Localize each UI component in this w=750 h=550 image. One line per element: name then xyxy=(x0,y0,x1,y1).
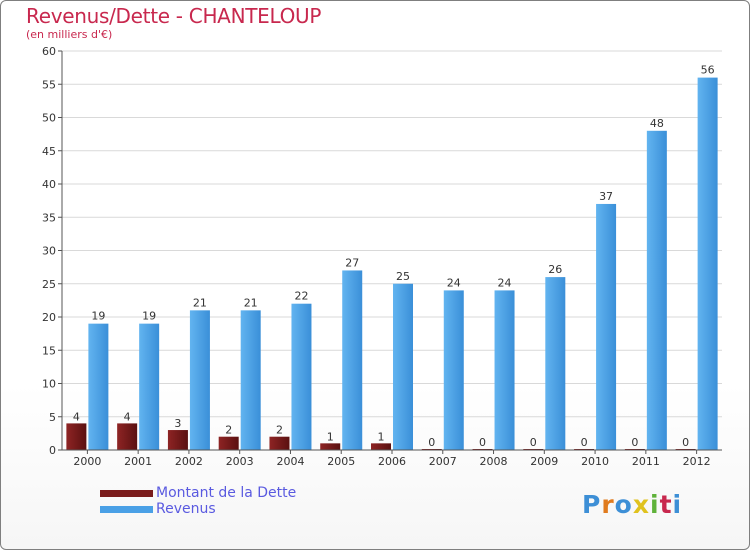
x-tick-label: 2012 xyxy=(683,455,711,468)
data-label-dette: 3 xyxy=(174,417,181,430)
data-label-dette: 0 xyxy=(530,436,537,449)
data-label-dette: 0 xyxy=(581,436,588,449)
bar-revenus xyxy=(240,310,261,450)
y-tick-label: 40 xyxy=(42,178,56,191)
x-tick-label: 2003 xyxy=(226,455,254,468)
data-label-revenus: 19 xyxy=(91,310,105,323)
data-label-revenus: 48 xyxy=(650,117,664,130)
x-tick-label: 2005 xyxy=(327,455,355,468)
bar-revenus xyxy=(545,277,566,450)
data-label-dette: 4 xyxy=(124,410,131,423)
logo-letter: t xyxy=(659,490,673,519)
data-label-dette: 0 xyxy=(631,436,638,449)
data-label-revenus: 22 xyxy=(294,290,308,303)
data-label-revenus: 19 xyxy=(142,310,156,323)
logo-letter: r xyxy=(601,490,615,519)
x-tick-label: 2008 xyxy=(480,455,508,468)
data-label-dette: 1 xyxy=(327,430,334,443)
logo-letter: P xyxy=(582,490,602,519)
y-tick-label: 60 xyxy=(42,45,56,58)
data-label-dette: 0 xyxy=(682,436,689,449)
logo-letter: o xyxy=(614,490,633,519)
legend-swatch-dette xyxy=(100,490,153,497)
data-label-revenus: 37 xyxy=(599,190,613,203)
bar-revenus xyxy=(697,77,718,450)
y-tick-label: 50 xyxy=(42,112,56,125)
bar-dette xyxy=(320,443,341,450)
y-tick-label: 0 xyxy=(49,444,56,457)
legend-label-dette: Montant de la Dette xyxy=(156,485,297,501)
data-label-revenus: 27 xyxy=(345,256,359,269)
data-label-revenus: 24 xyxy=(498,276,512,289)
bar-revenus xyxy=(189,310,210,450)
y-tick-label: 25 xyxy=(42,278,56,291)
x-tick-label: 2000 xyxy=(73,455,101,468)
data-label-dette: 4 xyxy=(73,410,80,423)
data-label-revenus: 26 xyxy=(548,263,562,276)
bar-revenus xyxy=(88,323,109,450)
x-tick-label: 2001 xyxy=(124,455,152,468)
y-tick-label: 45 xyxy=(42,145,56,158)
logo-letter: i xyxy=(672,490,683,519)
proxiti-logo: Proxiti xyxy=(582,490,682,519)
bar-revenus xyxy=(342,270,363,450)
bar-dette xyxy=(269,436,290,450)
y-tick-label: 30 xyxy=(42,245,56,258)
data-label-revenus: 21 xyxy=(244,296,258,309)
bar-revenus xyxy=(443,290,464,450)
data-label-dette: 1 xyxy=(378,430,385,443)
bar-dette xyxy=(66,423,87,450)
bar-dette xyxy=(218,436,239,450)
bar-revenus xyxy=(646,130,667,451)
y-tick-label: 5 xyxy=(49,411,56,424)
y-tick-label: 55 xyxy=(42,78,56,91)
x-tick-label: 2006 xyxy=(378,455,406,468)
x-tick-label: 2010 xyxy=(581,455,609,468)
bar-revenus xyxy=(494,290,515,450)
bar-dette xyxy=(371,443,391,450)
y-tick-label: 35 xyxy=(42,211,56,224)
bar-dette xyxy=(117,423,138,450)
x-tick-label: 2004 xyxy=(276,455,304,468)
y-tick-label: 10 xyxy=(42,378,56,391)
bar-dette xyxy=(167,430,188,450)
data-label-dette: 2 xyxy=(276,424,283,437)
logo-letter: i xyxy=(650,490,660,519)
y-tick-label: 15 xyxy=(42,344,56,357)
data-label-revenus: 24 xyxy=(447,276,461,289)
bar-revenus xyxy=(393,283,413,450)
data-label-dette: 2 xyxy=(225,424,232,437)
data-label-revenus: 56 xyxy=(701,64,715,77)
x-tick-label: 2002 xyxy=(175,455,203,468)
legend-label-revenus: Revenus xyxy=(156,501,216,517)
chart-title: Revenus/Dette - CHANTELOUP xyxy=(26,4,322,28)
bar-revenus xyxy=(139,323,160,450)
data-label-dette: 0 xyxy=(479,436,486,449)
x-tick-label: 2009 xyxy=(530,455,558,468)
bar-revenus xyxy=(596,203,617,450)
data-label-revenus: 21 xyxy=(193,296,207,309)
logo-letter: x xyxy=(632,490,650,519)
data-label-dette: 0 xyxy=(428,436,435,449)
legend-swatch-revenus xyxy=(100,506,153,513)
y-tick-label: 20 xyxy=(42,311,56,324)
chart-subtitle: (en milliers d'€) xyxy=(26,28,113,41)
data-label-revenus: 25 xyxy=(396,270,410,283)
bar-revenus xyxy=(291,303,312,450)
x-tick-label: 2011 xyxy=(632,455,660,468)
x-tick-label: 2007 xyxy=(429,455,457,468)
